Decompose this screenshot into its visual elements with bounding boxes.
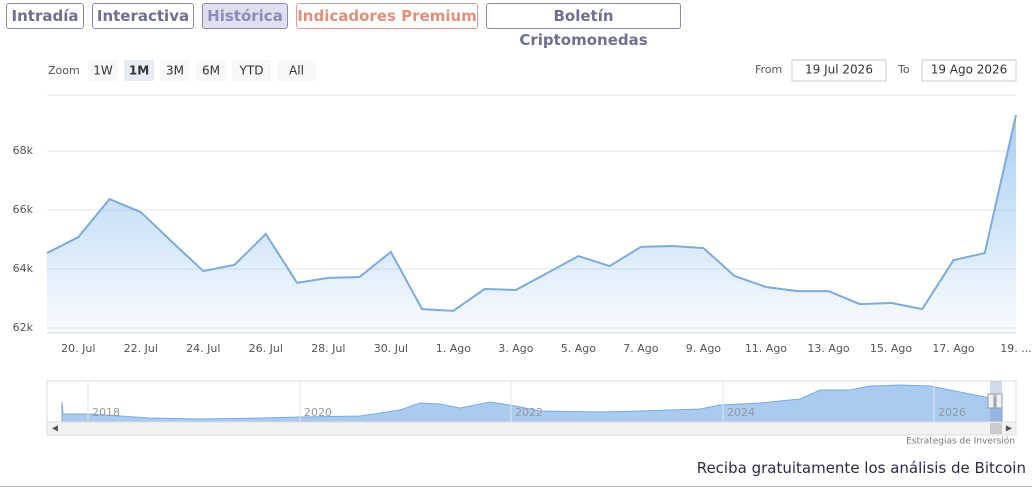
zoom-button-label: 6M (202, 64, 220, 78)
tab[interactable]: Histórica (202, 3, 288, 29)
to-value: 19 Ago 2026 (931, 63, 1008, 77)
navigator-series (61, 384, 1003, 423)
navigator-handle[interactable] (995, 393, 1003, 409)
navigator-handle[interactable] (987, 393, 995, 409)
zoom-button[interactable] (124, 60, 154, 81)
scrollbar[interactable] (46, 421, 1017, 436)
x-tick-label: 19. ... (1000, 342, 1031, 355)
navigator-year: 2024 (727, 406, 755, 419)
divider (0, 486, 1032, 487)
x-tick-label: 20. Jul (61, 342, 95, 355)
navigator-year: 2026 (938, 406, 966, 419)
x-tick-label: 28. Jul (311, 342, 345, 355)
line (46, 114, 1017, 312)
x-tick-label: 24. Jul (186, 342, 220, 355)
tab[interactable]: Interactiva (92, 3, 194, 29)
from-value: 19 Jul 2026 (805, 63, 873, 77)
y-tick-label: 68k (13, 144, 34, 157)
to-input[interactable] (921, 59, 1017, 82)
zoom-button-label: YTD (239, 64, 264, 78)
to-label: To (897, 63, 910, 76)
zoom-button-label: 3M (166, 64, 184, 78)
scroll-left[interactable]: ◀ (52, 424, 59, 433)
scroll-right[interactable]: ▶ (1006, 424, 1013, 433)
x-tick-label: 13. Ago (807, 342, 849, 355)
zoom-button[interactable] (88, 60, 118, 81)
x-tick-label: 17. Ago (932, 342, 974, 355)
zoom-button[interactable] (196, 60, 226, 81)
zoom-button[interactable] (277, 60, 316, 81)
zoom-button-label: 1W (93, 64, 113, 78)
x-tick-label: 26. Jul (249, 342, 283, 355)
zoom-button-label: All (289, 64, 304, 78)
tab[interactable]: Intradía (6, 3, 84, 29)
x-tick-label: 1. Ago (436, 342, 471, 355)
navigator-year: 2018 (92, 406, 120, 419)
x-tick-label: 3. Ago (498, 342, 533, 355)
zoom-label: Zoom (48, 64, 80, 77)
tab[interactable]: Boletín Criptomonedas (486, 3, 681, 49)
zoom-button-label: 1M (129, 64, 149, 78)
x-tick-label: 11. Ago (745, 342, 787, 355)
y-tick-label: 64k (13, 262, 34, 275)
navigator-year: 2020 (304, 406, 332, 419)
footer-text[interactable]: Reciba gratuitamente los análisis de Bit… (696, 459, 1026, 477)
zoom-button[interactable] (160, 60, 190, 81)
x-tick-label: 22. Jul (124, 342, 158, 355)
x-tick-label: 7. Ago (623, 342, 658, 355)
area-fill (47, 115, 1016, 333)
zoom-button[interactable] (232, 60, 271, 81)
x-tick-label: 30. Jul (374, 342, 408, 355)
y-tick-label: 66k (13, 203, 34, 216)
x-tick-label: 5. Ago (561, 342, 596, 355)
tab[interactable]: Indicadores Premium (296, 3, 478, 29)
from-input[interactable] (791, 59, 887, 82)
y-tick-label: 62k (13, 321, 34, 334)
scrollbar-thumb[interactable] (990, 423, 1002, 434)
credits[interactable]: Estrategias de Inversión (906, 436, 1015, 447)
x-tick-label: 9. Ago (686, 342, 721, 355)
navigator-year: 2022 (515, 406, 543, 419)
from-label: From (755, 63, 782, 76)
x-tick-label: 15. Ago (870, 342, 912, 355)
